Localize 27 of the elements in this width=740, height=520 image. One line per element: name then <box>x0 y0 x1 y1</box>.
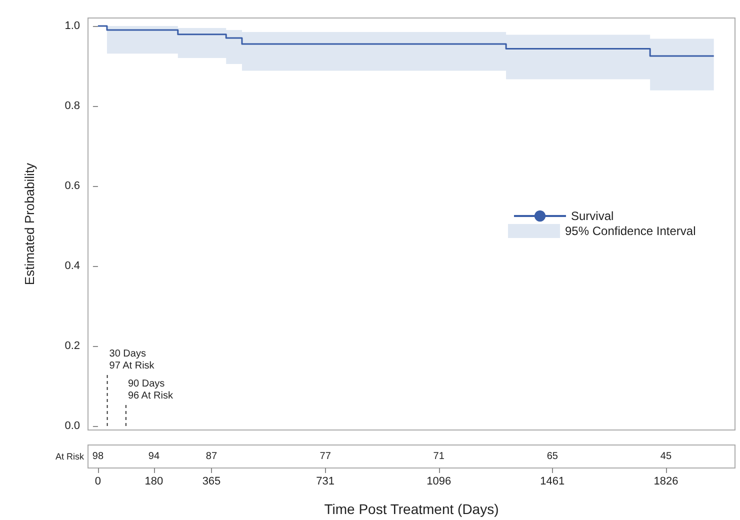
x-axis-title: Time Post Treatment (Days) <box>324 501 499 517</box>
y-tick-label: 0.0 <box>64 420 80 432</box>
legend-label: Survival <box>571 209 614 223</box>
y-tick-label: 0.6 <box>64 180 80 192</box>
text: 98 <box>92 451 104 462</box>
annotation: 95% Confidence Interval <box>565 224 696 238</box>
y-tick-label: 0.4 <box>64 260 80 272</box>
ref-line-label: 30 Days 97 At Risk <box>109 348 156 372</box>
text: 77 <box>320 451 332 462</box>
text: 65 <box>546 451 558 462</box>
ref-line-label: 90 Days 96 At Risk <box>128 378 174 402</box>
text: 71 <box>433 451 445 462</box>
x-tick-label: 1826 <box>654 476 678 488</box>
x-tick-label: 0 <box>94 476 102 488</box>
text: 87 <box>206 451 218 462</box>
x-tick-label: 365 <box>202 476 221 488</box>
x-tick-label: 180 <box>144 476 164 488</box>
y-tick-label: 1.0 <box>64 20 80 32</box>
text: At Risk <box>55 452 84 462</box>
text: 94 <box>148 451 160 462</box>
y-tick-label: 0.2 <box>64 340 80 352</box>
x-tick-label: 731 <box>316 476 335 488</box>
x-tick-label: 1096 <box>426 476 452 488</box>
y-tick-label: 0.8 <box>64 100 80 112</box>
y-axis-title: Estimated Probability <box>22 162 37 286</box>
x-tick-label: 1461 <box>540 476 565 488</box>
text: 45 <box>660 451 672 462</box>
